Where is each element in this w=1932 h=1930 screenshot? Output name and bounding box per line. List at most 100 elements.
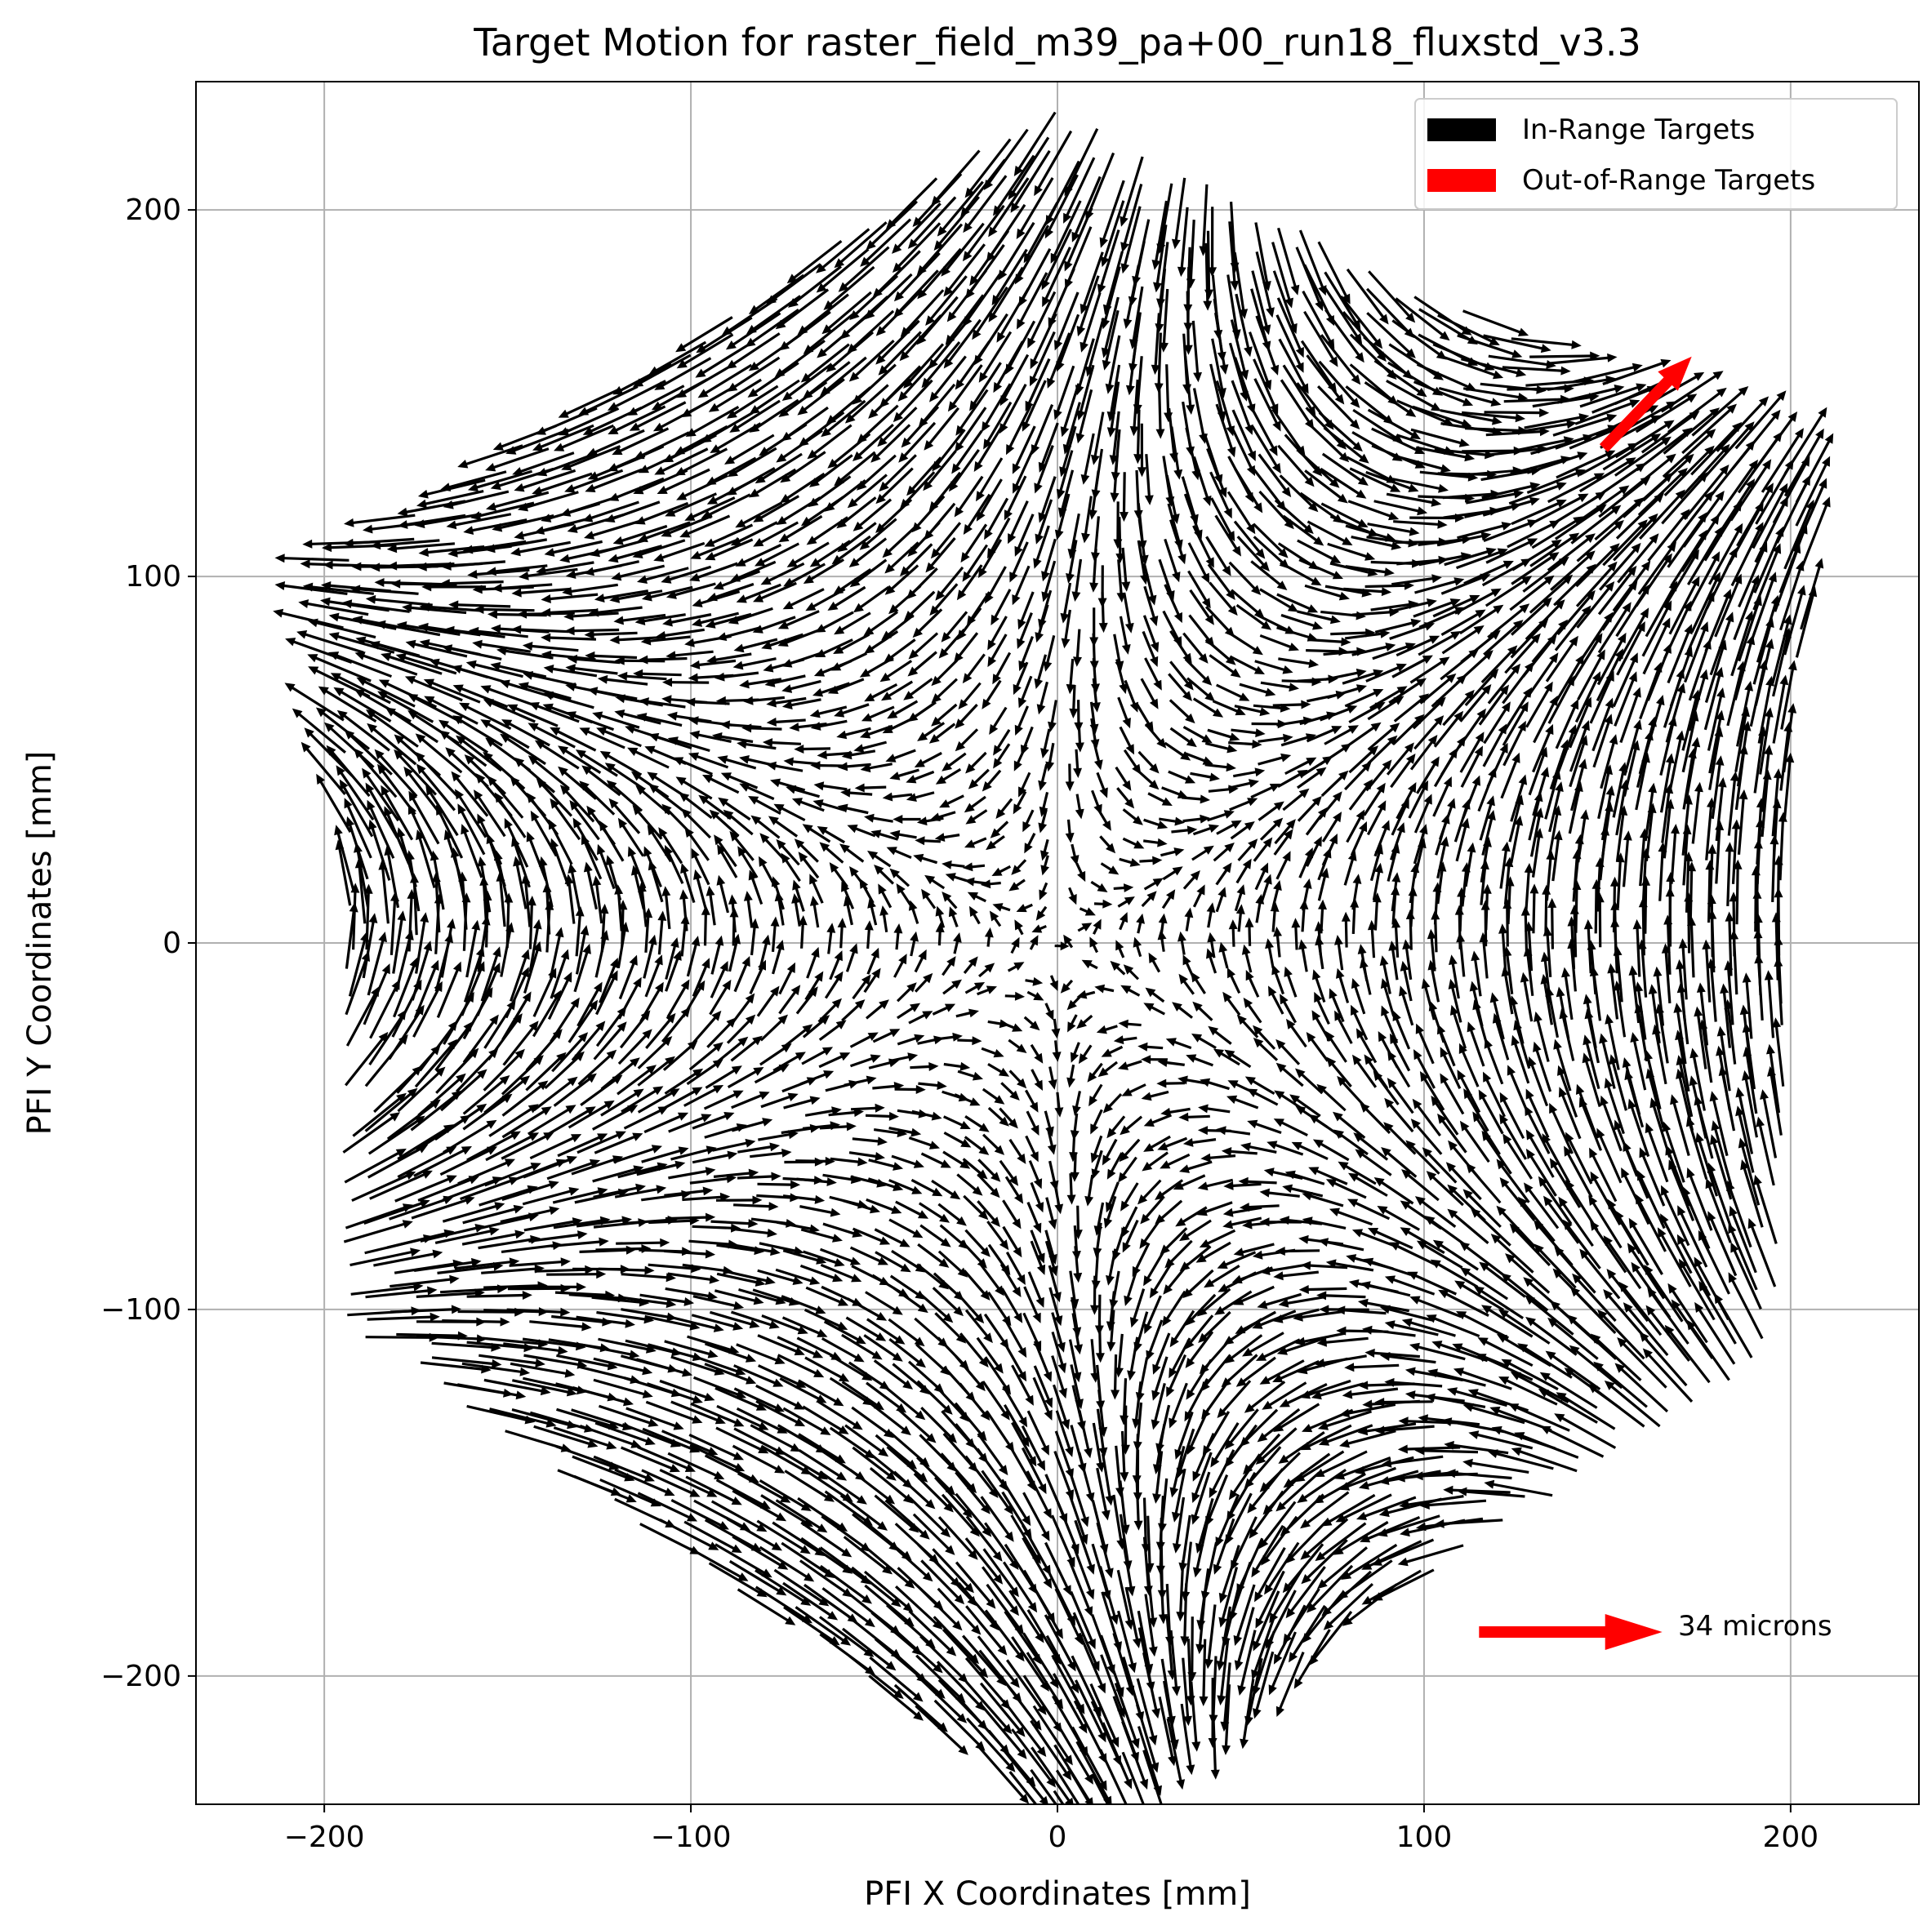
target-vector (1459, 1120, 1490, 1163)
target-vector (335, 839, 352, 906)
target-vector (1496, 1205, 1536, 1248)
target-vector (1307, 637, 1351, 647)
target-vector (551, 1032, 589, 1073)
target-vector (1272, 270, 1298, 335)
target-vector (931, 703, 958, 727)
target-vector (1489, 992, 1505, 1040)
target-vector (963, 175, 1008, 233)
target-vector (1372, 643, 1416, 660)
target-vector (1639, 489, 1685, 540)
target-vector (534, 1265, 595, 1274)
target-vector (1018, 636, 1034, 672)
target-vector (1680, 514, 1720, 572)
target-vector (1783, 752, 1795, 822)
target-vector (585, 468, 643, 492)
target-vector (982, 1566, 1019, 1616)
target-vector (1642, 1348, 1694, 1403)
x-axis-label: PFI X Coordinates [mm] (864, 1875, 1251, 1913)
target-vector (910, 1062, 939, 1071)
target-vector (655, 628, 705, 640)
target-vector (888, 1179, 923, 1194)
target-vector (1635, 553, 1672, 607)
target-vector (886, 1603, 936, 1649)
target-vector (1031, 1746, 1074, 1804)
target-vector (431, 872, 441, 933)
target-vector (1051, 1018, 1061, 1039)
target-vector (1602, 358, 1672, 385)
target-vector (1158, 1697, 1177, 1767)
target-vector (908, 1011, 933, 1025)
target-vector (1481, 1130, 1512, 1175)
target-vector (914, 972, 933, 993)
target-vector (1075, 721, 1084, 753)
target-vector (891, 1249, 926, 1273)
target-vector (1355, 1456, 1414, 1475)
target-vector (1268, 985, 1284, 1015)
target-vector (1280, 561, 1322, 586)
target-vector (980, 1703, 1027, 1759)
target-vector (1379, 955, 1391, 994)
target-vector (1132, 1434, 1142, 1486)
target-vector (1346, 809, 1365, 843)
target-vector (1035, 499, 1053, 545)
target-vector (1794, 478, 1827, 549)
target-vector (661, 1430, 719, 1456)
target-vector (1067, 513, 1080, 559)
target-vector (1724, 960, 1734, 1025)
target-vector (1249, 405, 1278, 456)
target-vector (352, 1092, 407, 1137)
target-vector (964, 795, 986, 813)
target-vector (541, 650, 596, 661)
target-vector (1277, 444, 1315, 487)
target-vector (941, 222, 985, 277)
target-vector (345, 986, 380, 1047)
target-vector (1071, 1296, 1082, 1338)
target-vector (812, 799, 845, 812)
target-vector (1008, 136, 1050, 200)
target-vector (893, 1683, 948, 1732)
target-vector (1228, 631, 1263, 656)
target-vector (896, 883, 912, 906)
target-vector (1422, 1147, 1458, 1184)
target-vector (523, 941, 542, 994)
target-vector (1210, 1422, 1240, 1468)
target-vector (1554, 605, 1591, 651)
target-vector (1329, 1207, 1373, 1226)
target-vector (553, 1073, 597, 1107)
target-vector (834, 221, 888, 269)
target-vector (886, 847, 912, 859)
target-vector (1614, 1363, 1668, 1413)
target-vector (1367, 696, 1404, 721)
target-vector (1800, 558, 1824, 630)
target-vector (698, 794, 732, 820)
target-vector (731, 1227, 777, 1238)
target-vector (1462, 1403, 1525, 1425)
target-vector (1109, 411, 1120, 465)
target-vector (1070, 1042, 1080, 1063)
target-vector (1151, 1383, 1166, 1430)
target-vector (414, 1038, 457, 1088)
target-vector (872, 250, 921, 298)
target-vector (1440, 409, 1502, 425)
target-vector (390, 891, 399, 955)
target-vector (705, 538, 754, 561)
target-vector (1553, 1038, 1572, 1092)
target-vector (999, 354, 1030, 407)
target-vector (701, 905, 710, 946)
target-vector (1392, 478, 1449, 493)
target-vector (770, 778, 806, 792)
target-vector (1724, 998, 1737, 1065)
target-vector (621, 1446, 680, 1473)
target-vector (1152, 1332, 1171, 1375)
target-vector (586, 805, 617, 846)
target-vector (1032, 1705, 1073, 1766)
target-vector (571, 1408, 633, 1431)
target-vector (987, 616, 1008, 651)
target-vector (1623, 719, 1642, 776)
target-vector (1320, 467, 1367, 499)
target-vector (915, 1343, 950, 1376)
target-vector (654, 357, 712, 390)
target-vector (1006, 406, 1032, 456)
target-vector (1349, 467, 1401, 492)
